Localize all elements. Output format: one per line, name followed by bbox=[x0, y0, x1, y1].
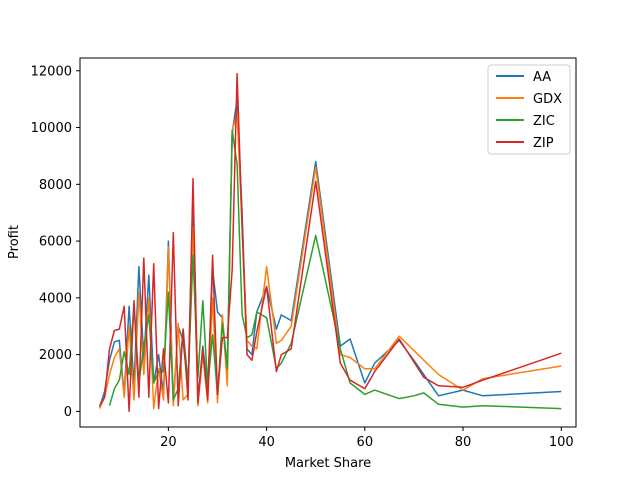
legend: AA GDX ZIC ZIP bbox=[487, 64, 571, 155]
legend-box bbox=[487, 64, 571, 155]
plot-lines bbox=[98, 72, 562, 413]
series-line-gdx bbox=[98, 112, 562, 410]
x-tick-label: 100 bbox=[549, 435, 574, 450]
y-tick-label: 12000 bbox=[31, 64, 72, 79]
series-line-zic bbox=[108, 129, 562, 410]
plot-frame bbox=[79, 57, 577, 428]
series-line-zip bbox=[98, 72, 562, 413]
legend-label-aa: AA bbox=[533, 70, 551, 85]
series-line-aa bbox=[98, 98, 562, 408]
legend-label-zic: ZIC bbox=[533, 114, 555, 129]
y-tick-label: 0 bbox=[64, 405, 72, 420]
y-tick-label: 4000 bbox=[39, 291, 72, 306]
y-axis: 0 2000 4000 6000 8000 10000 12000 bbox=[31, 64, 80, 420]
y-tick-label: 6000 bbox=[39, 235, 72, 250]
legend-label-zip: ZIP bbox=[533, 136, 554, 151]
x-tick-label: 40 bbox=[258, 435, 275, 450]
legend-label-gdx: GDX bbox=[533, 92, 562, 107]
x-axis-label: Market Share bbox=[285, 456, 371, 471]
y-tick-label: 2000 bbox=[39, 348, 72, 363]
x-axis: 20 40 60 80 100 bbox=[160, 427, 574, 450]
y-axis-label: Profit bbox=[7, 225, 22, 259]
y-tick-label: 8000 bbox=[39, 178, 72, 193]
x-tick-label: 60 bbox=[357, 435, 374, 450]
x-tick-label: 80 bbox=[455, 435, 472, 450]
x-tick-label: 20 bbox=[160, 435, 177, 450]
y-tick-label: 10000 bbox=[31, 121, 72, 136]
